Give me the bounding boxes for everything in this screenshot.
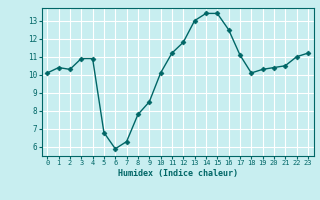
X-axis label: Humidex (Indice chaleur): Humidex (Indice chaleur) (118, 169, 237, 178)
